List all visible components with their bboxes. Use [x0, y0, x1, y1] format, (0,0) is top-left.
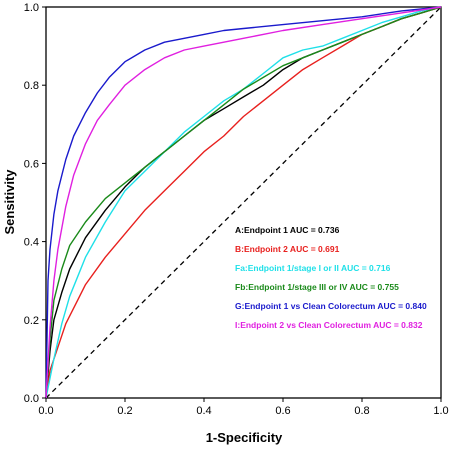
x-tick-label: 0.4: [196, 405, 211, 417]
legend-entry-1: B:Endpoint 2 AUC = 0.691: [235, 244, 340, 254]
series-line-3: [45, 6, 442, 399]
legend-entry-4: G:Endpoint 1 vs Clean Colorectum AUC = 0…: [235, 301, 427, 311]
plot-area: [45, 6, 442, 399]
legend-entry-2: Fa:Endpoint 1/stage I or II AUC = 0.716: [235, 263, 391, 273]
series-line-4: [45, 6, 442, 399]
x-tick-label: 1.0: [433, 405, 448, 417]
legend-entry-5: I:Endpoint 2 vs Clean Colorectum AUC = 0…: [235, 320, 423, 330]
y-tick-label: 0.0: [24, 393, 39, 405]
y-tick-label: 0.2: [24, 315, 39, 327]
x-tick-label: 0.2: [117, 405, 132, 417]
reference-diagonal-line: [45, 6, 442, 399]
x-tick-label: 0.0: [38, 405, 53, 417]
y-axis-title: Sensitivity: [2, 169, 17, 235]
series-line-2: [45, 6, 442, 399]
y-tick-label: 0.8: [24, 80, 39, 92]
legend-entry-0: A:Endpoint 1 AUC = 0.736: [235, 225, 340, 235]
legend: A:Endpoint 1 AUC = 0.736 B:Endpoint 2 AUC…: [235, 225, 427, 330]
legend-entry-3: Fb:Endpoint 1/stage III or IV AUC = 0.75…: [235, 282, 399, 292]
y-axis: 0.0 0.2 0.4 0.6 0.8 1.0: [24, 2, 46, 405]
y-tick-label: 0.6: [24, 158, 39, 170]
plot-frame: [45, 6, 442, 399]
series-line-5: [45, 6, 442, 399]
x-tick-label: 0.8: [354, 405, 369, 417]
x-tick-label: 0.6: [275, 405, 290, 417]
y-tick-label: 1.0: [24, 2, 39, 14]
y-tick-label: 0.4: [24, 237, 39, 249]
x-axis: 0.0 0.2 0.4 0.6 0.8 1.0: [38, 398, 449, 417]
x-axis-title: 1-Specificity: [206, 430, 283, 445]
